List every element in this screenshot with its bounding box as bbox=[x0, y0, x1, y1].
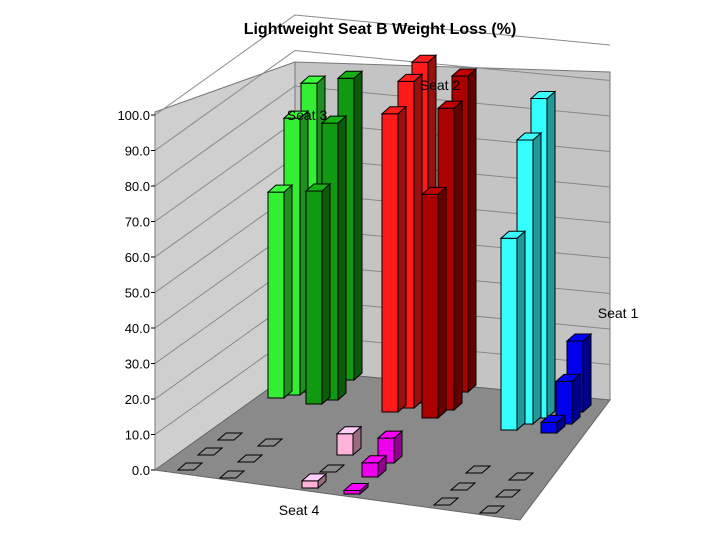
bar-seat-3-4 bbox=[304, 182, 332, 406]
bar-seat-1-1 bbox=[499, 230, 527, 432]
bar-seat-4-2 bbox=[318, 464, 346, 473]
bar-seat-4-4 bbox=[342, 482, 370, 496]
y-tick-label: 90.0 bbox=[125, 144, 150, 159]
y-tick-label: 40.0 bbox=[125, 321, 150, 336]
bar-seat-4-6 bbox=[376, 430, 404, 465]
y-tick-label: 70.0 bbox=[125, 215, 150, 230]
bar-seat-1-right-zeros--1 bbox=[432, 497, 460, 506]
bar-seat-1-right-zeros--6 bbox=[507, 472, 535, 481]
bar-seat-4-5 bbox=[360, 454, 388, 479]
bar-seat-2-1 bbox=[380, 105, 408, 414]
gridline bbox=[154, 14, 611, 116]
y-tick-label: 80.0 bbox=[125, 179, 150, 194]
bar-seat-4-left-zeros--2 bbox=[196, 447, 224, 456]
y-tick-label: 50.0 bbox=[125, 286, 150, 301]
bar-seat-4-left-zeros--4 bbox=[218, 470, 246, 479]
bar-seat-4-left-zeros--3 bbox=[216, 432, 244, 441]
seat-label-3: Seat 3 bbox=[287, 107, 328, 123]
seat-label-2: Seat 2 bbox=[420, 77, 461, 93]
bar-seat-4-left-zeros--6 bbox=[256, 438, 284, 447]
y-tick-label: 0.0 bbox=[132, 463, 150, 478]
bars-group bbox=[176, 54, 593, 514]
y-axis-ticks: 0.0 10.0 20.0 30.0 40.0 50.0 60.0 70.0 80.0 90.0 1… bbox=[117, 108, 155, 478]
seat-label-1: Seat 1 bbox=[598, 305, 639, 321]
y-tick-label: 10.0 bbox=[125, 428, 150, 443]
chart-title: Lightweight Seat B Weight Loss (%) bbox=[244, 21, 517, 38]
y-tick-label: 20.0 bbox=[125, 392, 150, 407]
y-tick-label: 30.0 bbox=[125, 357, 150, 372]
bar-seat-1-right-zeros--4 bbox=[478, 505, 506, 514]
bar-seat-1-5 bbox=[554, 373, 582, 426]
bar-seat-1-right-zeros--5 bbox=[494, 489, 522, 498]
gridline bbox=[154, 49, 611, 151]
y-tick-label: 60.0 bbox=[125, 250, 150, 265]
bar-seat-4-3 bbox=[335, 425, 363, 457]
seat-label-4: Seat 4 bbox=[279, 502, 320, 518]
bar-seat-3-1 bbox=[266, 183, 294, 400]
bar-seat-4-1 bbox=[300, 472, 328, 490]
bar-seat-1-6 bbox=[565, 332, 593, 414]
bar-seat-1-right-zeros--3 bbox=[464, 465, 492, 474]
y-tick-label: 100.0 bbox=[117, 108, 150, 123]
gridline bbox=[154, 85, 611, 187]
bar-seat-4-left-zeros--1 bbox=[176, 462, 204, 471]
bar-seat-2-4 bbox=[420, 186, 448, 420]
bar-seat-1-4 bbox=[539, 414, 567, 435]
bar-seat-4-left-zeros--5 bbox=[236, 454, 264, 463]
bar-seat-1-right-zeros--2 bbox=[449, 482, 477, 491]
